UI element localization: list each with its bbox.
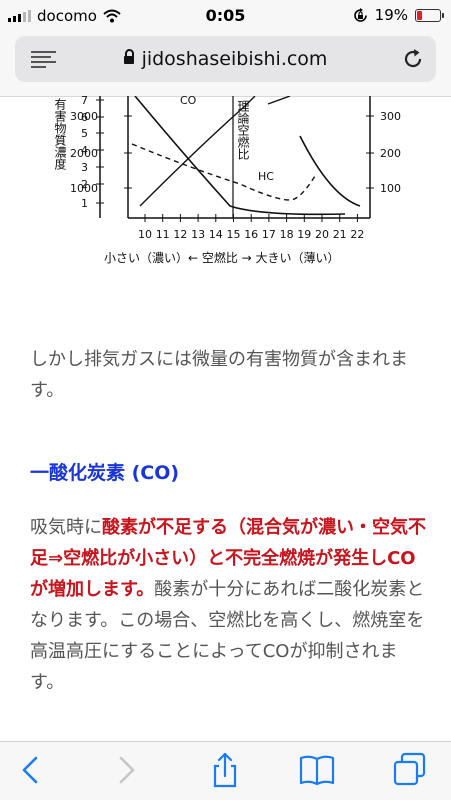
- right-tick: 300: [380, 110, 401, 123]
- browser-toolbar: [0, 741, 451, 800]
- x-tick-label: 18: [280, 228, 294, 241]
- x-tick-label: 20: [315, 228, 329, 241]
- carrier-group: docomo: [8, 7, 121, 25]
- x-tick-label: 13: [191, 228, 205, 241]
- right-tick: 100: [380, 182, 401, 195]
- stoich-label: 理論空燃比: [236, 100, 250, 161]
- left-tick: 2: [81, 178, 88, 191]
- x-tick-label: 21: [333, 228, 347, 241]
- co-paragraph: 吸気時に酸素が不足する（混合気が濃い・空気不足⇒空燃比が小さい）と不完全燃焼が発…: [30, 512, 430, 698]
- x-tick-label: 12: [173, 228, 187, 241]
- carrier-name: docomo: [37, 7, 97, 25]
- x-tick-label: 15: [227, 228, 241, 241]
- browser-header: jidoshaseibishi.com: [0, 30, 451, 97]
- reader-menu-icon[interactable]: [31, 51, 56, 69]
- co-text-tail: 酸素が十分にあれば二酸化炭素となります。この場合、空燃比を高くし、燃焼室を高温高…: [30, 579, 425, 693]
- co-highlight-text: 酸素が不足する（混合気が濃い・空気不足⇒空燃比が小さい）と不完全燃焼が発生しCO…: [30, 517, 426, 600]
- reload-icon[interactable]: [402, 48, 424, 70]
- section-heading-co: 一酸化炭素 (CO): [30, 462, 180, 484]
- left-tick: 1: [81, 197, 88, 210]
- x-axis-caption: 小さい（濃い）← 空燃比 → 大きい（薄い）: [104, 250, 340, 265]
- battery-icon: [415, 8, 444, 22]
- url-text: jidoshaseibishi.com: [141, 48, 328, 70]
- x-tick-label: 10: [138, 228, 152, 241]
- status-bar: docomo 0:05 19%: [0, 0, 451, 30]
- left-tick: 3: [81, 161, 88, 174]
- x-tick-label: 22: [350, 228, 364, 241]
- orientation-lock-icon: [353, 7, 367, 22]
- bookmarks-icon[interactable]: [297, 750, 337, 790]
- url-display[interactable]: jidoshaseibishi.com: [15, 48, 436, 70]
- forward-icon[interactable]: [105, 750, 145, 790]
- tabs-icon[interactable]: [390, 750, 430, 790]
- intro-paragraph: しかし排気ガスには微量の有害物質が含まれます。: [30, 349, 408, 401]
- left-tick-large: 2000: [70, 147, 98, 160]
- battery-percent: 19%: [374, 6, 408, 24]
- left-tick-large: 1000: [70, 182, 98, 195]
- left-tick: 7: [81, 96, 88, 107]
- back-icon[interactable]: [12, 750, 52, 790]
- x-tick-label: 17: [262, 228, 276, 241]
- x-tick-label: 19: [297, 228, 311, 241]
- signal-icon: [8, 10, 31, 22]
- status-right-group: 19%: [353, 6, 444, 24]
- right-tick: 200: [380, 147, 401, 160]
- share-icon[interactable]: [205, 750, 245, 790]
- emission-chart-figure: 有害物質濃度 7 6 5 4 3 2 1 3000 2000 1000 300 …: [53, 96, 401, 265]
- address-bar[interactable]: jidoshaseibishi.com: [15, 36, 436, 82]
- wifi-icon: [103, 9, 121, 23]
- left-tick: 6: [81, 111, 88, 124]
- left-tick: 4: [81, 144, 88, 157]
- hc-curve-label: HC: [258, 170, 274, 183]
- x-tick-label: 16: [244, 228, 258, 241]
- co-text-lead: 吸気時に: [30, 517, 102, 538]
- x-tick-label: 11: [156, 228, 170, 241]
- left-tick: 5: [81, 127, 88, 140]
- x-tick-label: 14: [209, 228, 223, 241]
- left-tick-large: 3000: [70, 110, 98, 123]
- clock: 0:05: [205, 6, 246, 25]
- lock-icon: [123, 49, 134, 64]
- left-axis-label: 有害物質濃度: [53, 98, 67, 170]
- co-curve-label: CO: [180, 96, 197, 107]
